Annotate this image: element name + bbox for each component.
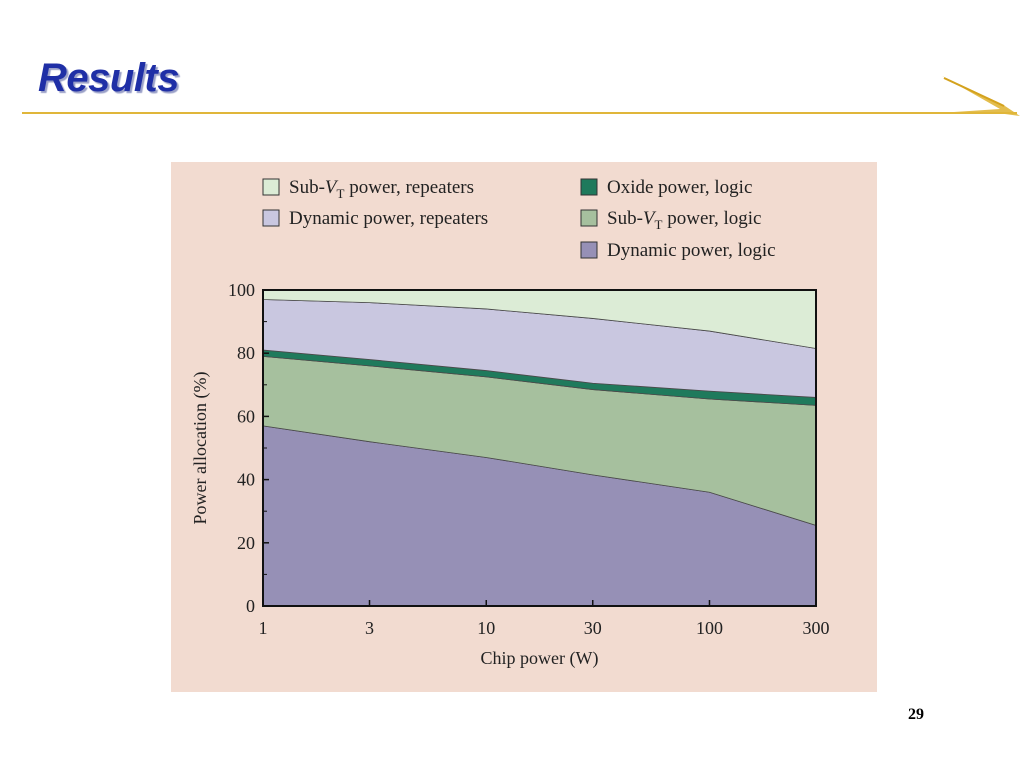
x-tick-label: 3	[365, 618, 374, 638]
legend: Sub-VT power, repeaters Oxide power, logi…	[262, 177, 776, 261]
legend-swatch	[262, 178, 280, 196]
swoosh-decoration-icon	[942, 76, 1020, 116]
power-allocation-chart: 0 20 40 60 80 100 1 3 10 30 100 300 Sub-VT power, r…	[190, 177, 830, 669]
y-tick-label: 40	[237, 470, 255, 490]
legend-swatch	[580, 241, 598, 259]
legend-label: Dynamic power, repeaters	[289, 208, 488, 229]
y-tick-label: 20	[237, 533, 255, 553]
x-tick-label: 300	[803, 618, 830, 638]
title-underline	[22, 112, 1017, 114]
legend-label: Dynamic power, logic	[607, 240, 776, 261]
x-axis-label: Chip power (W)	[481, 648, 599, 669]
legend-swatch	[262, 209, 280, 227]
x-tick-label: 1	[259, 618, 268, 638]
y-tick-label: 60	[237, 406, 255, 426]
page-number: 29	[908, 706, 924, 723]
axes-group: 0 20 40 60 80 100 1 3 10 30 100 300	[228, 280, 830, 638]
legend-swatch	[580, 178, 598, 196]
y-tick-label: 100	[228, 280, 255, 300]
slide-title: Results	[38, 56, 180, 100]
y-axis-label: Power allocation (%)	[190, 372, 211, 525]
x-tick-label: 100	[696, 618, 723, 638]
legend-swatch	[580, 209, 598, 227]
x-tick-label: 10	[477, 618, 495, 638]
y-tick-label: 0	[246, 596, 255, 616]
x-tick-label: 30	[584, 618, 602, 638]
legend-label: Oxide power, logic	[607, 177, 752, 198]
y-tick-label: 80	[237, 343, 255, 363]
chart-figure: 0 20 40 60 80 100 1 3 10 30 100 300 Sub-VT power, r…	[171, 162, 877, 692]
area-series-group	[262, 289, 817, 607]
legend-label: Sub-VT power, logic	[607, 208, 761, 232]
legend-label: Sub-VT power, repeaters	[289, 177, 474, 201]
